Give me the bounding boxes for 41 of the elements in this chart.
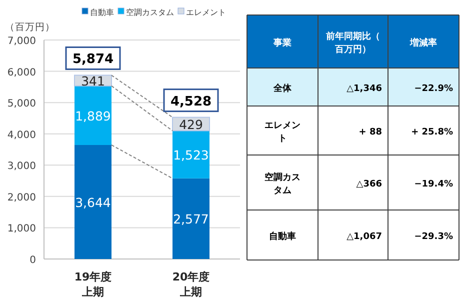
text: −29.3% <box>414 232 453 242</box>
legend-label: 自動車 <box>90 8 114 17</box>
total-label: 4,528 <box>170 94 212 110</box>
y-tick-label: 5,000 <box>7 98 36 110</box>
text: △1,346 <box>346 84 382 94</box>
text: −19.4% <box>414 180 453 190</box>
bar <box>74 86 112 145</box>
text: −22.9% <box>414 84 453 94</box>
bar <box>74 144 112 259</box>
data-label: 2,577 <box>173 212 209 227</box>
bar <box>172 178 210 259</box>
y-tick-label: 6,000 <box>7 67 36 78</box>
text: + 88 <box>358 128 382 138</box>
text: 事業 <box>272 38 292 48</box>
text: 全体 <box>272 83 292 94</box>
y-axis-title: （百万円） <box>5 22 55 33</box>
y-tick-label: 3,000 <box>7 161 36 172</box>
y-tick-label: 7,000 <box>7 36 36 47</box>
total-label: 5,874 <box>72 52 114 68</box>
y-tick-label: 0 <box>30 255 36 266</box>
bar <box>172 130 210 178</box>
text: + 25.8% <box>411 128 453 138</box>
data-label: 3,644 <box>75 194 111 210</box>
data-label: 1,523 <box>173 148 209 163</box>
text: 増減率 <box>409 36 437 48</box>
text: △366 <box>356 180 382 190</box>
text: △1,067 <box>346 232 382 242</box>
y-tick-label: 4,000 <box>7 130 36 141</box>
legend-label: 空調カスタム <box>126 8 174 17</box>
data-label: 429 <box>179 117 203 132</box>
y-tick-label: 2,000 <box>7 192 36 204</box>
text: 自動車 <box>269 231 296 242</box>
data-label: 1,889 <box>75 108 111 124</box>
legend-label: エレメント <box>186 8 226 17</box>
data-label: 341 <box>81 74 105 89</box>
text: 前年同期比（百万円） <box>325 31 380 55</box>
text: エレメント <box>264 121 300 144</box>
text: 空調カスタム <box>264 172 300 196</box>
y-tick-label: 1,000 <box>7 224 36 235</box>
x-tick-label: 19年度上期 <box>74 270 112 298</box>
x-tick-label: 20年度上期 <box>172 270 210 298</box>
